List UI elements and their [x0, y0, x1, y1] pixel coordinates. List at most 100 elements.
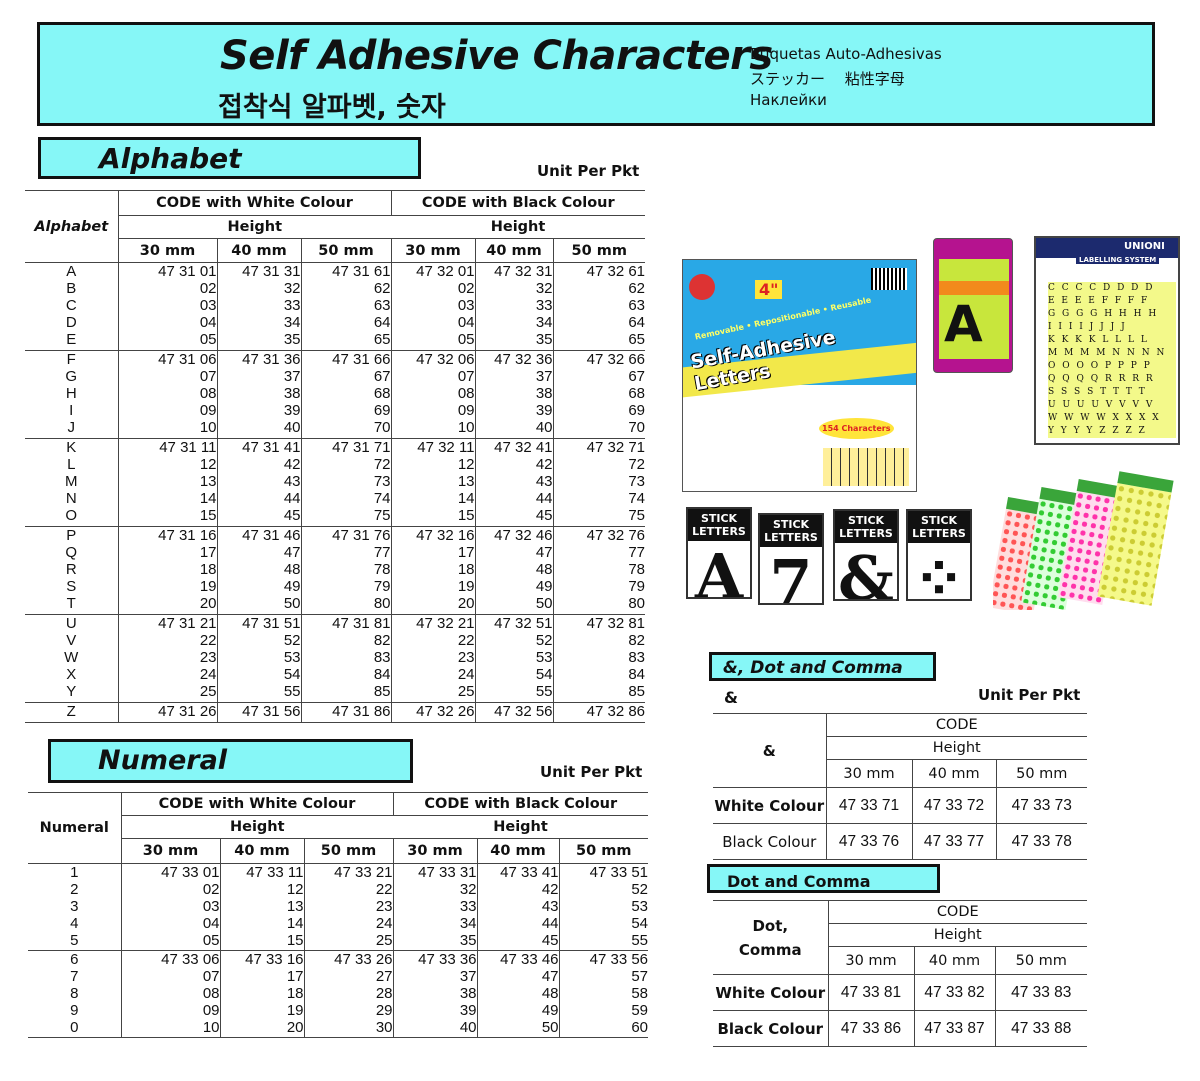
code-cell: 47 33 86: [827, 1010, 914, 1047]
numeral-section-header: Numeral: [48, 739, 413, 783]
code-value: 32: [283, 280, 301, 297]
code-value: 07: [199, 368, 217, 385]
code-value: 47 32 01: [416, 263, 475, 280]
code-value: 47 31 76: [332, 527, 391, 544]
code-value: 39: [459, 1002, 477, 1019]
row-character-label: 3: [70, 898, 79, 915]
page-title-japanese: ステッカー 粘性字母: [750, 70, 905, 88]
code-value: 58: [631, 985, 649, 1002]
code-value: 47 33 36: [418, 951, 477, 968]
size-header: 30 mm: [390, 238, 476, 263]
row-character-label: C: [65, 297, 77, 314]
code-value: 29: [375, 1002, 393, 1019]
code-value: 34: [459, 915, 477, 932]
code-value: 39: [283, 402, 301, 419]
stick-letters-card-image: STICK LETTERS ⁘: [906, 509, 972, 601]
code-value: 47 32 26: [416, 703, 475, 720]
corner-label-line: Comma: [738, 940, 802, 959]
table-row-group: A B C D E 47 31 01 02 03 04 05 47 31 31 32 33 34 35 47 …: [25, 262, 646, 351]
code-value: 05: [199, 331, 217, 348]
row-character-label: W: [64, 649, 79, 666]
black-white-letters-pack-image: A: [933, 238, 1013, 373]
code-value: 47 33 06: [161, 951, 220, 968]
height-header: Height: [120, 815, 394, 839]
code-value: 03: [202, 898, 220, 915]
code-value: 35: [283, 331, 301, 348]
table-row: White Colour 47 33 81 47 33 82 47 33 83: [713, 974, 1087, 1011]
ampersand-section-header: &, Dot and Comma: [709, 652, 936, 681]
code-value: 38: [535, 385, 553, 402]
size-header: 40 mm: [913, 946, 995, 975]
code-value: 12: [199, 456, 217, 473]
row-character-label: I: [69, 402, 74, 419]
code-value: 47: [535, 544, 553, 561]
code-value: 47 32 66: [586, 351, 646, 368]
row-character-label: A: [66, 263, 77, 280]
code-value: 45: [283, 507, 301, 524]
table-row: Black Colour 47 33 76 47 33 77 47 33 78: [713, 823, 1087, 860]
dot-comma-corner-label: Dot, Comma: [713, 900, 828, 975]
code-value: 82: [373, 632, 391, 649]
sheet-letter-row: C C C C D D D D: [1048, 283, 1153, 293]
code-value: 48: [541, 985, 559, 1002]
table-row: Black Colour 47 33 86 47 33 87 47 33 88: [713, 1010, 1087, 1047]
code-value: 03: [457, 297, 475, 314]
code-value: 47 32 16: [416, 527, 475, 544]
row-character-label: X: [66, 666, 77, 683]
row-character-label: P: [66, 527, 77, 544]
code-value: 17: [286, 968, 304, 985]
code-value: 38: [283, 385, 301, 402]
size-header: 40 mm: [476, 838, 560, 864]
size-header: 30 mm: [392, 838, 478, 864]
table-row-group: F G H I J 47 31 06 07 08 09 10 47 31 36 37 38 39 40 47 …: [25, 350, 646, 439]
corner-label: Numeral: [28, 792, 121, 864]
code-value: 77: [628, 544, 646, 561]
code-value: 24: [199, 666, 217, 683]
sheet-letter-row: G G G G H H H H: [1048, 309, 1157, 319]
card-label: STICK: [847, 514, 885, 527]
corner-label-line: Dot,: [752, 916, 789, 935]
stick-letters-card-image: STICK LETTERS A: [686, 507, 752, 599]
card-glyph: 7: [769, 546, 813, 605]
sheet-letter-row: W W W W X X X X: [1048, 413, 1159, 423]
height-header: Height: [393, 815, 649, 839]
table-row-group: U V W X Y 47 31 21 22 23 24 25 47 31 51 52 53 54 55 47 …: [25, 614, 646, 703]
size-header: 40 mm: [474, 238, 554, 263]
code-cell: 47 33 81: [827, 974, 914, 1011]
numeral-section-title: Numeral: [98, 745, 228, 776]
code-value: 08: [199, 385, 217, 402]
card-label: LETTERS: [764, 531, 818, 544]
dot-comma-section-header: Dot and Comma: [707, 864, 940, 893]
row-character-label: Q: [65, 544, 78, 561]
code-value: 13: [286, 898, 304, 915]
code-value: 68: [373, 385, 391, 402]
code-value: 43: [535, 473, 553, 490]
code-value: 85: [373, 683, 391, 700]
row-character-label: M: [65, 473, 78, 490]
row-label: White Colour: [713, 787, 826, 824]
page-title-korean: 접착식 알파벳, 숫자: [218, 92, 446, 123]
height-header: Height: [825, 736, 1087, 760]
card-label: STICK: [920, 514, 958, 527]
code-value: 37: [535, 368, 553, 385]
code-value: 25: [375, 932, 393, 949]
unioni-labelling-sheet-image: UNIONI LABELLING SYSTEM C C C C D D D D E…: [1034, 236, 1180, 445]
code-value: 37: [283, 368, 301, 385]
code-value: 34: [535, 314, 553, 331]
code-value: 27: [375, 968, 393, 985]
colour-group-header: CODE with White Colour: [120, 792, 394, 816]
code-value: 79: [628, 578, 646, 595]
code-value: 33: [283, 297, 301, 314]
code-value: 47 33 11: [246, 864, 304, 881]
code-value: 68: [628, 385, 646, 402]
row-label: Black Colour: [713, 823, 826, 860]
code-value: 32: [535, 280, 553, 297]
code-value: 47 32 86: [586, 703, 646, 720]
code-value: 23: [375, 898, 393, 915]
code-value: 34: [283, 314, 301, 331]
code-value: 15: [286, 932, 304, 949]
code-value: 04: [199, 314, 217, 331]
code-value: 19: [199, 578, 217, 595]
code-value: 47 32 51: [494, 615, 553, 632]
code-value: 03: [199, 297, 217, 314]
